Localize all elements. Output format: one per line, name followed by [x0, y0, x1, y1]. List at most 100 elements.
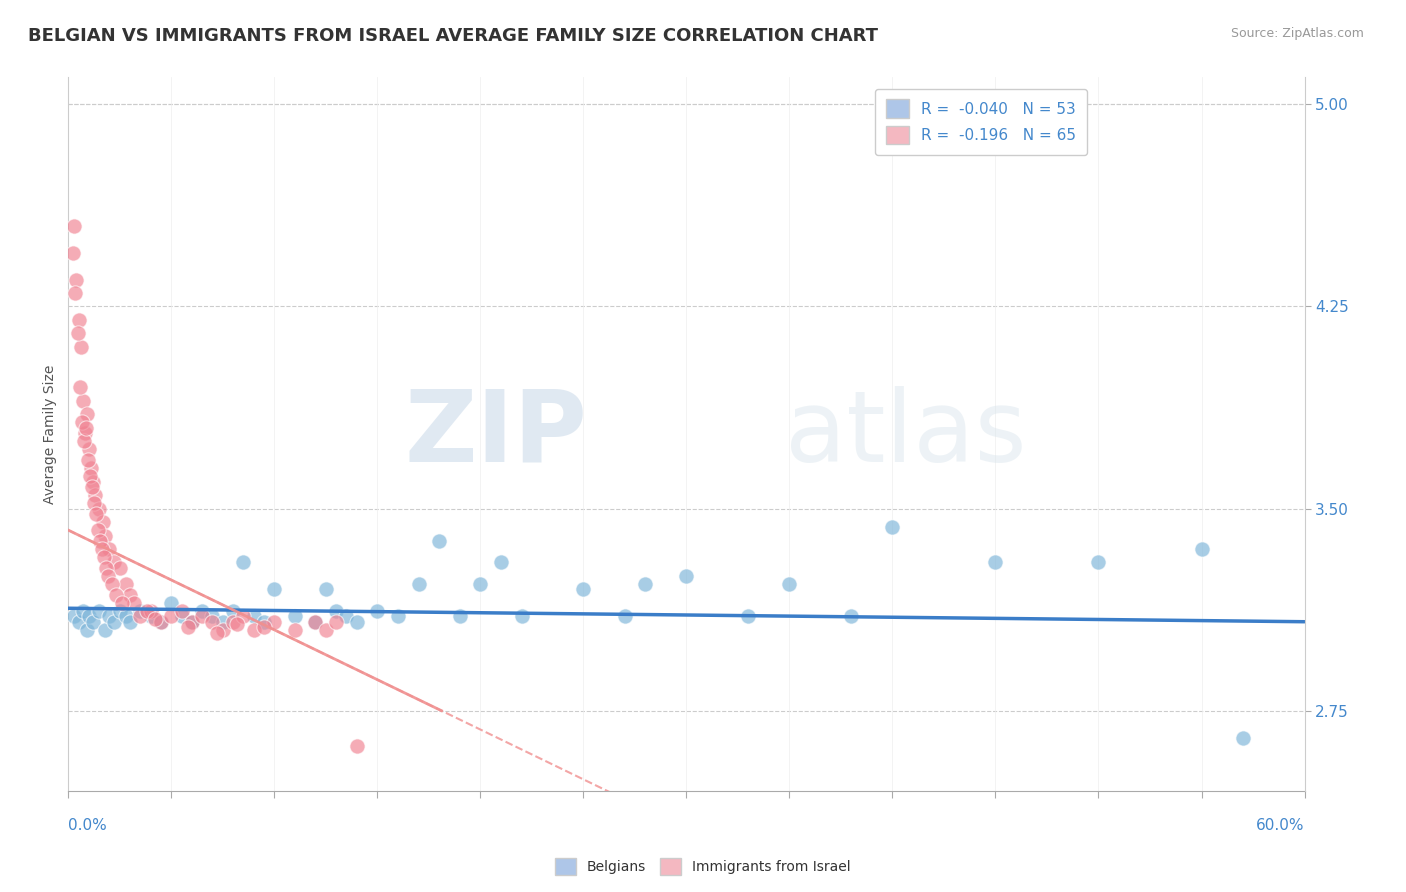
- Point: [263, 582, 285, 597]
- Point: [122, 596, 145, 610]
- Point: [111, 596, 134, 610]
- Point: [263, 615, 285, 629]
- Point: [89, 533, 111, 548]
- Point: [77, 442, 100, 457]
- Point: [77, 609, 100, 624]
- Point: [489, 556, 512, 570]
- Point: [408, 577, 430, 591]
- Point: [118, 615, 141, 629]
- Point: [79, 469, 101, 483]
- Point: [222, 604, 245, 618]
- Point: [160, 609, 183, 624]
- Point: [76, 453, 98, 467]
- Point: [76, 623, 98, 637]
- Point: [67, 615, 90, 629]
- Point: [82, 615, 104, 629]
- Point: [149, 615, 172, 629]
- Point: [118, 588, 141, 602]
- Point: [72, 393, 94, 408]
- Point: [387, 609, 409, 624]
- Point: [87, 523, 110, 537]
- Point: [510, 609, 533, 624]
- Point: [65, 285, 87, 300]
- Point: [470, 577, 492, 591]
- Point: [325, 604, 347, 618]
- Point: [104, 588, 127, 602]
- Point: [82, 475, 104, 489]
- Point: [201, 609, 224, 624]
- Point: [83, 496, 105, 510]
- Point: [1087, 556, 1109, 570]
- Point: [80, 461, 103, 475]
- Point: [778, 577, 800, 591]
- Point: [94, 528, 117, 542]
- Point: [91, 541, 114, 556]
- Point: [232, 609, 254, 624]
- Point: [882, 520, 904, 534]
- Text: Source: ZipAtlas.com: Source: ZipAtlas.com: [1230, 27, 1364, 40]
- Point: [72, 604, 94, 618]
- Point: [94, 623, 117, 637]
- Point: [449, 609, 471, 624]
- Point: [76, 407, 98, 421]
- Point: [129, 604, 152, 618]
- Point: [96, 561, 118, 575]
- Point: [211, 623, 233, 637]
- Point: [108, 561, 131, 575]
- Point: [253, 620, 276, 634]
- Point: [572, 582, 595, 597]
- Point: [84, 488, 107, 502]
- Point: [1191, 541, 1213, 556]
- Point: [634, 577, 657, 591]
- Point: [613, 609, 636, 624]
- Point: [366, 604, 388, 618]
- Point: [84, 507, 107, 521]
- Y-axis label: Average Family Size: Average Family Size: [44, 365, 58, 504]
- Point: [226, 617, 249, 632]
- Point: [253, 615, 276, 629]
- Point: [191, 609, 214, 624]
- Point: [325, 615, 347, 629]
- Point: [191, 604, 214, 618]
- Point: [89, 604, 111, 618]
- Point: [315, 582, 337, 597]
- Point: [170, 604, 193, 618]
- Point: [242, 609, 264, 624]
- Point: [211, 615, 233, 629]
- Point: [73, 426, 96, 441]
- Point: [103, 556, 125, 570]
- Point: [69, 340, 91, 354]
- Point: [180, 615, 202, 629]
- Legend: R =  -0.040   N = 53, R =  -0.196   N = 65: R = -0.040 N = 53, R = -0.196 N = 65: [875, 88, 1087, 155]
- Point: [103, 615, 125, 629]
- Point: [70, 415, 93, 429]
- Point: [160, 596, 183, 610]
- Point: [222, 615, 245, 629]
- Point: [115, 609, 138, 624]
- Point: [66, 326, 89, 341]
- Point: [139, 609, 162, 624]
- Point: [129, 609, 152, 624]
- Point: [75, 421, 97, 435]
- Point: [93, 550, 115, 565]
- Point: [115, 577, 138, 591]
- Point: [232, 556, 254, 570]
- Point: [63, 219, 86, 233]
- Point: [73, 434, 96, 449]
- Point: [149, 615, 172, 629]
- Point: [63, 609, 86, 624]
- Text: BELGIAN VS IMMIGRANTS FROM ISRAEL AVERAGE FAMILY SIZE CORRELATION CHART: BELGIAN VS IMMIGRANTS FROM ISRAEL AVERAG…: [28, 27, 879, 45]
- Point: [839, 609, 862, 624]
- Point: [201, 615, 224, 629]
- Point: [1232, 731, 1254, 745]
- Point: [143, 612, 166, 626]
- Point: [67, 313, 90, 327]
- Point: [346, 739, 368, 753]
- Point: [315, 623, 337, 637]
- Point: [139, 604, 162, 618]
- Text: atlas: atlas: [786, 386, 1026, 483]
- Point: [335, 609, 357, 624]
- Point: [98, 541, 121, 556]
- Point: [80, 480, 103, 494]
- Point: [62, 245, 84, 260]
